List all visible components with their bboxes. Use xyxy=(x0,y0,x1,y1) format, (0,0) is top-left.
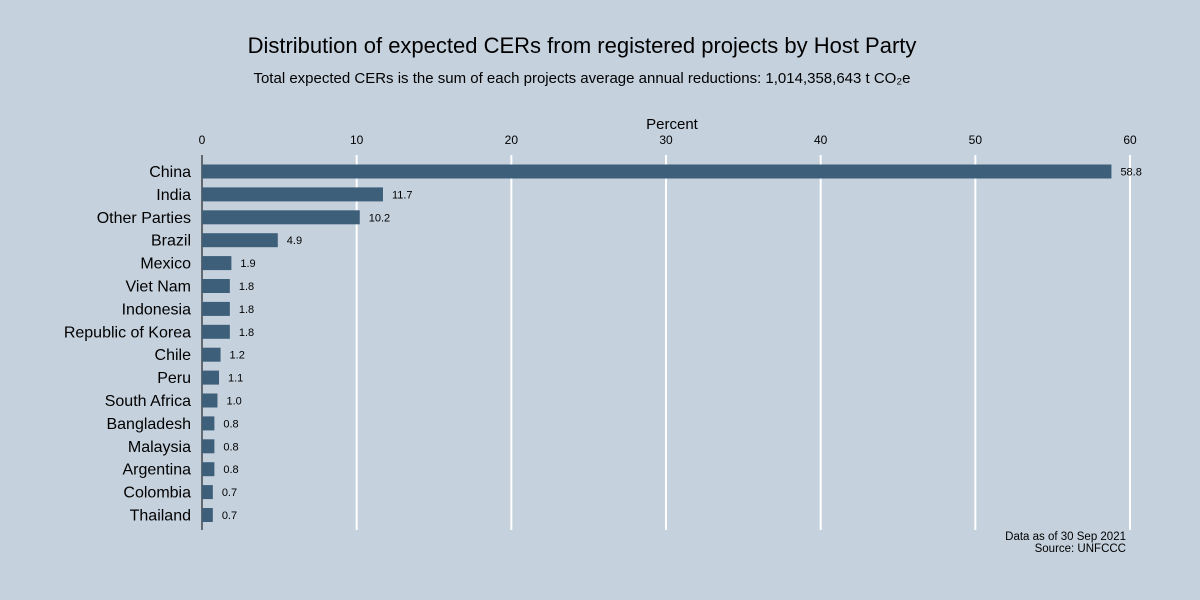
value-label: 4.9 xyxy=(287,235,302,247)
bar xyxy=(202,233,278,248)
category-label: Brazil xyxy=(151,233,191,250)
x-tick-label: 40 xyxy=(814,133,828,147)
category-label: South Africa xyxy=(105,393,191,410)
value-label: 0.8 xyxy=(223,464,238,476)
bar xyxy=(202,347,221,362)
bars xyxy=(202,164,1112,522)
value-label: 1.0 xyxy=(226,396,241,408)
bar xyxy=(202,279,230,293)
category-label: Peru xyxy=(157,370,191,387)
value-label: 10.2 xyxy=(369,212,390,224)
bar xyxy=(202,301,230,316)
x-tick-label: 60 xyxy=(1123,133,1137,147)
value-label: 0.7 xyxy=(222,487,237,499)
x-tick-label: 50 xyxy=(969,133,983,147)
value-label: 58.8 xyxy=(1120,167,1141,179)
value-label: 0.8 xyxy=(223,441,238,453)
bar xyxy=(202,324,230,339)
category-label: Bangladesh xyxy=(106,416,191,433)
category-label: Chile xyxy=(155,347,192,364)
category-label: China xyxy=(149,164,191,181)
bar xyxy=(202,210,360,225)
x-axis-label: Percent xyxy=(646,116,699,133)
source-note: Source: UNFCCC xyxy=(1035,543,1126,555)
bar xyxy=(202,256,232,271)
category-labels: China India Other Parties Brazil Mexico Viet … xyxy=(64,164,191,525)
bar xyxy=(202,164,1112,179)
value-label: 1.8 xyxy=(239,327,254,339)
value-label: 1.9 xyxy=(240,258,255,270)
data-date-note: Data as of 30 Sep 2021 xyxy=(1005,531,1126,543)
value-label: 1.1 xyxy=(228,373,243,385)
x-tick-label: 10 xyxy=(350,133,364,147)
value-label: 0.8 xyxy=(223,418,238,430)
value-label: 1.8 xyxy=(239,281,254,293)
category-label: Colombia xyxy=(123,485,191,502)
bar xyxy=(202,187,383,202)
value-label: 1.8 xyxy=(239,304,254,316)
x-tick-labels: 0 10 20 30 40 50 60 xyxy=(199,133,1137,147)
bar xyxy=(202,416,215,431)
bar xyxy=(202,462,215,477)
category-label: Argentina xyxy=(123,462,192,479)
category-label: Republic of Korea xyxy=(64,324,191,341)
value-label: 0.7 xyxy=(222,510,237,522)
category-label: Indonesia xyxy=(122,301,191,318)
bar xyxy=(202,370,220,385)
gridlines xyxy=(355,155,1131,530)
category-label: Mexico xyxy=(140,256,191,273)
value-labels: 58.8 11.710.2 4.9 1.9 1.8 1.8 1.8 1.2 1.1 1.0 0.8 0… xyxy=(222,167,1142,523)
chart-title: Distribution of expected CERs from regis… xyxy=(248,33,917,58)
category-label: Thailand xyxy=(130,508,191,525)
x-tick-label: 20 xyxy=(505,133,519,147)
bar xyxy=(202,508,213,522)
chart-subtitle: Total expected CERs is the sum of each p… xyxy=(253,70,910,87)
value-label: 11.7 xyxy=(392,189,413,201)
x-tick-label: 0 xyxy=(199,133,206,147)
x-tick-label: 30 xyxy=(659,133,673,147)
category-label: Viet Nam xyxy=(125,279,191,296)
category-label: Malaysia xyxy=(128,439,191,456)
category-label: Other Parties xyxy=(97,210,191,227)
value-label: 1.2 xyxy=(230,350,245,362)
bar xyxy=(202,393,218,408)
category-label: India xyxy=(156,187,191,204)
bar xyxy=(202,485,213,500)
bar xyxy=(202,439,215,454)
